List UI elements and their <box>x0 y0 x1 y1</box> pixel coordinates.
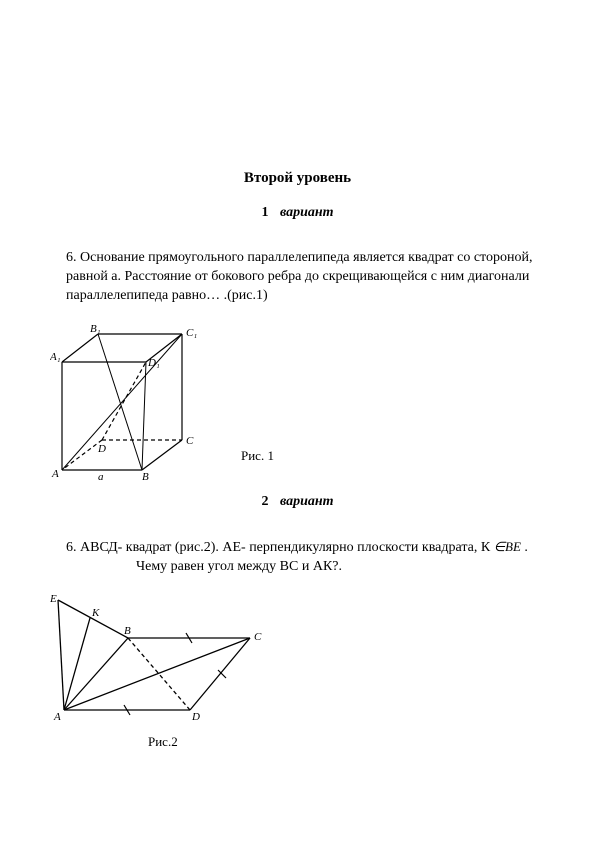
fig1-label-a: a <box>98 471 104 482</box>
fig1-label-D1: D₁ <box>147 357 160 369</box>
page-content: Второй уровень 1 вариант 6. Основание пр… <box>0 0 595 790</box>
variant-1-text: вариант <box>280 205 334 220</box>
fig2-label-K: K <box>91 607 100 619</box>
fig1-label-A: A <box>51 468 59 480</box>
variant-1-heading: 1 вариант <box>50 205 545 221</box>
problem-1-text: Основание прямоугольного параллелепипеда… <box>66 250 532 303</box>
problem-1: 6. Основание прямоугольного параллелепип… <box>66 249 545 306</box>
problem-2-number: 6. <box>66 540 77 555</box>
figure-2-svg: A B C D E K <box>50 592 280 722</box>
variant-1-number: 1 <box>261 205 268 220</box>
problem-2-line1-suffix: . <box>524 540 528 555</box>
fig2-label-D: D <box>191 711 200 722</box>
figure-2-caption: Рис.2 <box>148 734 545 750</box>
fig1-label-B1: B₁ <box>90 323 101 335</box>
fig1-label-A1: A₁ <box>50 351 61 363</box>
problem-1-number: 6. <box>66 250 77 265</box>
fig1-label-D: D <box>97 443 106 455</box>
fig2-label-C: C <box>254 631 262 643</box>
fig1-label-B: B <box>142 471 149 482</box>
variant-2-text: вариант <box>280 494 334 509</box>
level-title: Второй уровень <box>50 170 545 187</box>
fig2-label-B: B <box>124 625 131 637</box>
problem-2: 6. АВСД- квадрат (рис.2). АЕ- перпендику… <box>66 538 545 577</box>
problem-2-line2: Чему равен угол между ВС и АК?. <box>136 558 545 577</box>
figure-1-svg: A B C D A₁ B₁ C₁ D₁ a <box>50 322 215 482</box>
fig1-label-C1: C₁ <box>186 327 197 339</box>
variant-2-number: 2 <box>261 494 268 509</box>
fig2-label-A: A <box>53 711 61 722</box>
figure-2-row: A B C D E K Рис.2 <box>50 592 545 750</box>
fig2-label-E: E <box>50 593 57 605</box>
fig1-label-C: C <box>186 435 194 447</box>
figure-1-row: A B C D A₁ B₁ C₁ D₁ a Рис. 1 <box>50 322 545 482</box>
problem-2-line1-prefix: АВСД- квадрат (рис.2). АЕ- перпендикуляр… <box>80 540 494 555</box>
figure-1-caption: Рис. 1 <box>241 448 274 464</box>
variant-2-heading: 2 вариант <box>50 494 545 510</box>
problem-2-formula: ∈ВЕ <box>494 539 521 554</box>
